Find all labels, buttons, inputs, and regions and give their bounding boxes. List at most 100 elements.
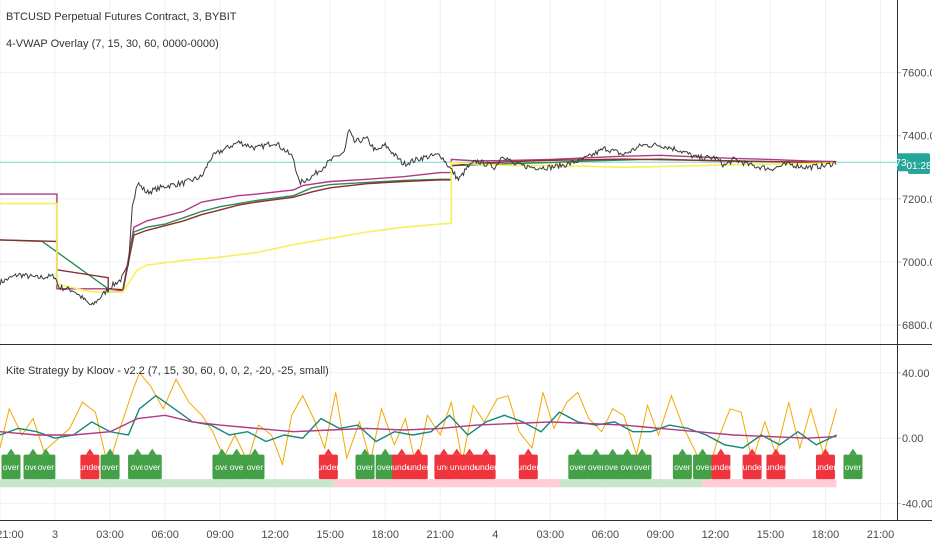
- x-tick-label: 21:00: [0, 529, 24, 541]
- signal-arrow: [414, 448, 423, 455]
- vwap60-line: [0, 161, 837, 293]
- signal-arrow: [85, 448, 94, 455]
- signal-over: over: [142, 448, 162, 480]
- osc-tick-label: 40.00: [902, 368, 930, 380]
- price-tick-label: 7000.00: [902, 257, 932, 269]
- signal-box: [711, 454, 731, 480]
- signal-label: ove: [230, 462, 244, 472]
- signal-box: [617, 454, 637, 480]
- signal-over: ove: [227, 448, 247, 480]
- signal-over: ove: [693, 448, 713, 480]
- signal-label: over: [634, 462, 651, 472]
- bar-countdown-value: 01:28: [906, 161, 931, 172]
- signal-over: ove: [128, 448, 148, 480]
- signal-arrow: [29, 448, 38, 455]
- x-tick-label: 06:00: [592, 529, 620, 541]
- signal-label: ove: [215, 462, 229, 472]
- signal-under: under: [815, 448, 837, 480]
- price-series: [0, 128, 837, 306]
- signal-band-red: [333, 479, 560, 488]
- signal-under: under: [317, 448, 339, 480]
- signal-over: over: [586, 448, 606, 480]
- signal-arrow: [232, 448, 241, 455]
- signal-arrow: [716, 448, 725, 455]
- signal-box: [603, 454, 623, 480]
- signal-under: under: [517, 448, 539, 480]
- signal-box: [843, 454, 863, 480]
- signal-under: unde: [742, 448, 762, 480]
- price-tick-label: 6800.00: [902, 320, 932, 332]
- signal-label: under: [517, 462, 539, 472]
- signal-arrow: [623, 448, 632, 455]
- signal-over: ove: [212, 448, 232, 480]
- signal-box: [227, 454, 247, 480]
- x-tick-label: 18:00: [812, 529, 840, 541]
- osc-tick-label: -40.00: [902, 499, 932, 511]
- signal-arrow: [397, 448, 406, 455]
- grid: [0, 0, 897, 520]
- signal-box: [460, 454, 480, 480]
- signal-box: [632, 454, 652, 480]
- signal-label: under: [815, 462, 837, 472]
- signal-over: over: [843, 448, 863, 480]
- signal-box: [518, 454, 538, 480]
- x-tick-label: 18:00: [371, 529, 399, 541]
- price-pane[interactable]: [0, 128, 897, 306]
- signal-label: over: [674, 462, 691, 472]
- price-tick-label: 7200.00: [902, 194, 932, 206]
- signal-arrow: [381, 448, 390, 455]
- signal-box: [815, 454, 835, 480]
- kite-strategy-legend: Kite Strategy by Kloov - v2.2 (7, 15, 30…: [6, 365, 329, 377]
- signal-label: over: [3, 462, 20, 472]
- signal-label: over: [38, 462, 55, 472]
- price-tick-label: 7600.00: [902, 68, 932, 80]
- x-tick-label: 06:00: [151, 529, 179, 541]
- signal-box: [128, 454, 148, 480]
- signal-under: under: [765, 448, 787, 480]
- x-tick-label: 03:00: [537, 529, 565, 541]
- signal-under: under: [475, 448, 497, 480]
- signal-label: over: [570, 462, 587, 472]
- signal-box: [476, 454, 496, 480]
- signal-label: over: [588, 462, 605, 472]
- kite_mid-line: [0, 394, 837, 449]
- signal-over: over: [100, 448, 120, 480]
- signal-arrow: [250, 448, 259, 455]
- x-tick-label: 12:00: [702, 529, 730, 541]
- signal-box: [672, 454, 692, 480]
- signal-under: unde: [460, 448, 480, 480]
- signal-label: under: [765, 462, 787, 472]
- signal-over: over: [36, 448, 56, 480]
- signal-arrow: [133, 448, 142, 455]
- signal-label: ove: [696, 462, 710, 472]
- signal-label: over: [357, 462, 374, 472]
- x-tick-label: 4: [492, 529, 498, 541]
- signal-over: over: [632, 448, 652, 480]
- symbol-title: BTCUSD Perpetual Futures Contract, 3, BY…: [6, 11, 237, 23]
- signal-label: under: [475, 462, 497, 472]
- signal-box: [355, 454, 375, 480]
- signal-over: over: [245, 448, 265, 480]
- signal-box: [586, 454, 606, 480]
- x-tick-label: 3: [52, 529, 58, 541]
- signal-arrow: [592, 448, 601, 455]
- bar-countdown-tag: 01:28: [906, 156, 932, 174]
- kite_slow-line: [0, 414, 837, 439]
- x-tick-label: 12:00: [261, 529, 289, 541]
- signal-label: under: [79, 462, 101, 472]
- signal-label: over: [25, 462, 42, 472]
- vwap7-line: [0, 154, 837, 293]
- signal-over: ove: [617, 448, 637, 480]
- signal-arrow: [41, 448, 50, 455]
- signal-label: over: [247, 462, 264, 472]
- signal-label: ove: [620, 462, 634, 472]
- signal-arrow: [748, 448, 757, 455]
- signal-arrow: [361, 448, 370, 455]
- x-tick-label: 21:00: [867, 529, 895, 541]
- signal-box: [100, 454, 120, 480]
- vwap-overlay-legend: 4-VWAP Overlay (7, 15, 30, 60, 0000-0000…: [6, 38, 219, 50]
- signal-box: [318, 454, 338, 480]
